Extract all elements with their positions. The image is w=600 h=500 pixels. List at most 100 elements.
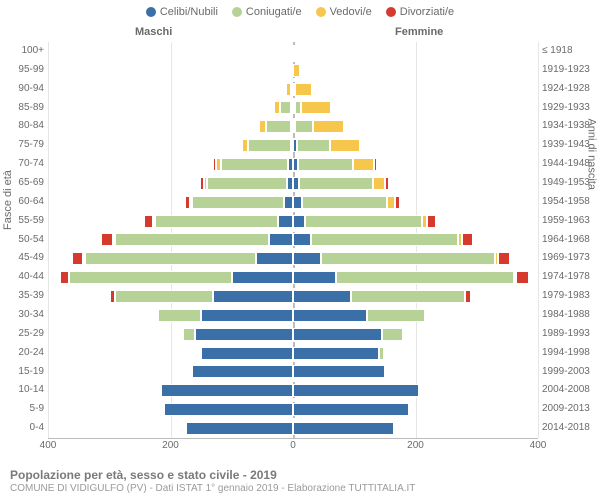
female-bar bbox=[293, 177, 389, 190]
x-tick-label: 200 bbox=[162, 438, 179, 451]
chart-subtitle: COMUNE DI VIDIGULFO (PV) - Dati ISTAT 1°… bbox=[10, 483, 415, 494]
legend-label: Celibi/Nubili bbox=[160, 6, 218, 18]
male-bar bbox=[161, 384, 293, 397]
bar-segment bbox=[293, 64, 300, 77]
age-label: 30-34 bbox=[18, 306, 48, 323]
bar-segment bbox=[311, 233, 458, 246]
bar-segment bbox=[373, 177, 385, 190]
age-row: 15-191999-2003 bbox=[48, 363, 538, 382]
age-label: 55-59 bbox=[18, 212, 48, 229]
female-bar bbox=[293, 64, 300, 77]
male-bar bbox=[257, 120, 293, 133]
legend-item: Celibi/Nubili bbox=[146, 6, 218, 18]
bar-segment bbox=[155, 215, 278, 228]
age-row: 100+≤ 1918 bbox=[48, 42, 538, 61]
bar-segment bbox=[293, 196, 302, 209]
age-label: 25-29 bbox=[18, 325, 48, 342]
age-row: 0-42014-2018 bbox=[48, 419, 538, 438]
bar-segment bbox=[387, 196, 394, 209]
female-bar bbox=[293, 271, 529, 284]
x-tick-label: 200 bbox=[407, 438, 424, 451]
x-tick-label: 0 bbox=[290, 438, 296, 451]
male-bar bbox=[199, 347, 293, 360]
age-label: 100+ bbox=[21, 42, 48, 59]
bar-segment bbox=[321, 252, 496, 265]
age-label: 10-14 bbox=[18, 381, 48, 398]
age-row: 65-691949-1953 bbox=[48, 174, 538, 193]
birth-year-label: 1949-1953 bbox=[538, 174, 590, 191]
male-bar bbox=[240, 139, 293, 152]
bar-segment bbox=[344, 120, 346, 133]
legend-label: Coniugati/e bbox=[246, 6, 302, 18]
bar-segment bbox=[192, 196, 284, 209]
male-bar bbox=[186, 422, 293, 435]
birth-year-label: 1944-1948 bbox=[538, 155, 590, 172]
bar-segment bbox=[248, 139, 291, 152]
pyramid-chart: 4002000200400100+≤ 191895-991919-192390-… bbox=[48, 42, 538, 439]
age-row: 50-541964-1968 bbox=[48, 231, 538, 250]
bar-segment bbox=[395, 196, 400, 209]
bar-segment bbox=[360, 139, 362, 152]
header-male: Maschi bbox=[135, 26, 172, 38]
age-label: 20-24 bbox=[18, 344, 48, 361]
male-bar bbox=[60, 271, 293, 284]
age-row: 10-142004-2008 bbox=[48, 381, 538, 400]
birth-year-label: 1994-1998 bbox=[538, 344, 590, 361]
legend-swatch bbox=[386, 7, 396, 17]
x-tick-label: 400 bbox=[40, 438, 57, 451]
bar-segment bbox=[297, 139, 331, 152]
bar-segment bbox=[101, 233, 113, 246]
age-label: 80-84 bbox=[18, 117, 48, 134]
bar-segment bbox=[336, 271, 514, 284]
chart-title: Popolazione per età, sesso e stato civil… bbox=[10, 468, 415, 482]
age-row: 35-391979-1983 bbox=[48, 287, 538, 306]
birth-year-label: 2009-2013 bbox=[538, 400, 590, 417]
age-label: 50-54 bbox=[18, 231, 48, 248]
birth-year-label: 1979-1983 bbox=[538, 287, 590, 304]
age-label: 45-49 bbox=[18, 249, 48, 266]
age-row: 70-741944-1948 bbox=[48, 155, 538, 174]
birth-year-label: 1929-1933 bbox=[538, 99, 590, 116]
age-row: 30-341984-1988 bbox=[48, 306, 538, 325]
y-axis-label-left: Fasce di età bbox=[2, 170, 14, 230]
age-row: 20-241994-1998 bbox=[48, 344, 538, 363]
age-label: 5-9 bbox=[30, 400, 48, 417]
female-bar bbox=[293, 158, 377, 171]
bar-segment bbox=[293, 309, 367, 322]
bar-segment bbox=[60, 271, 69, 284]
age-row: 85-891929-1933 bbox=[48, 99, 538, 118]
birth-year-label: 1959-1963 bbox=[538, 212, 590, 229]
female-bar bbox=[293, 83, 312, 96]
bar-segment bbox=[259, 120, 266, 133]
male-bar bbox=[101, 233, 293, 246]
birth-year-label: 1939-1943 bbox=[538, 136, 590, 153]
bar-segment bbox=[201, 347, 293, 360]
age-row: 45-491969-1973 bbox=[48, 249, 538, 268]
bar-segment bbox=[164, 403, 293, 416]
bar-segment bbox=[351, 290, 464, 303]
bar-segment bbox=[69, 271, 231, 284]
bar-segment bbox=[192, 365, 293, 378]
legend-swatch bbox=[316, 7, 326, 17]
bar-segment bbox=[301, 101, 330, 114]
bar-segment bbox=[465, 290, 471, 303]
legend-label: Divorziati/e bbox=[400, 6, 454, 18]
female-bar bbox=[293, 365, 385, 378]
bar-segment bbox=[379, 347, 384, 360]
bar-segment bbox=[115, 290, 213, 303]
bar-segment bbox=[266, 120, 291, 133]
birth-year-label: 1974-1978 bbox=[538, 268, 590, 285]
male-bar bbox=[274, 101, 293, 114]
age-label: 75-79 bbox=[18, 136, 48, 153]
birth-year-label: 1964-1968 bbox=[538, 231, 590, 248]
female-bar bbox=[293, 196, 400, 209]
female-bar bbox=[293, 347, 384, 360]
age-label: 35-39 bbox=[18, 287, 48, 304]
bar-segment bbox=[295, 83, 312, 96]
female-bar bbox=[293, 328, 405, 341]
bar-segment bbox=[403, 328, 405, 341]
birth-year-label: 1954-1958 bbox=[538, 193, 590, 210]
bar-segment bbox=[293, 384, 419, 397]
age-label: 15-19 bbox=[18, 363, 48, 380]
bar-segment bbox=[115, 233, 268, 246]
